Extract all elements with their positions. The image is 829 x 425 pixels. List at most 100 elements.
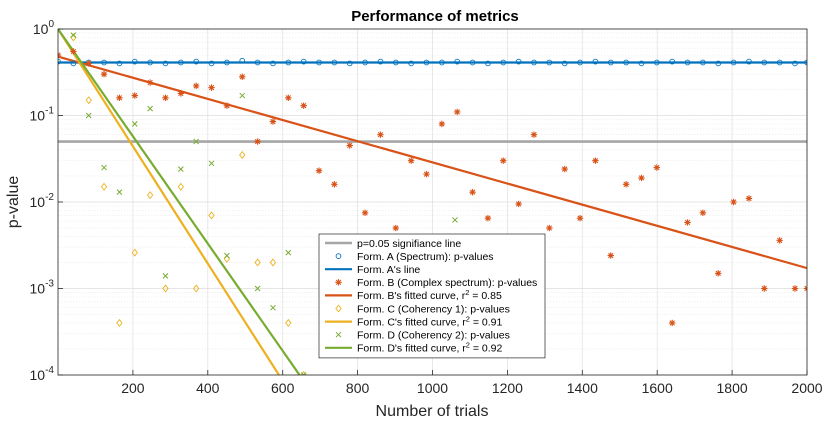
x-tick-label: 1400 (567, 380, 598, 396)
data-point (439, 59, 445, 66)
data-point (715, 60, 722, 67)
data-point (530, 131, 538, 138)
data-point (484, 214, 492, 222)
legend-label: Form. B's fitted curve, r2 = 0.85 (357, 288, 502, 302)
data-point (162, 284, 169, 293)
legend-label: Form. C's fitted curve, r2 = 0.91 (357, 314, 503, 328)
data-point (101, 59, 107, 66)
legend-label: Form. C (Coherency 1): p-values (357, 303, 510, 315)
legend-swatch (335, 331, 342, 338)
data-point (269, 118, 277, 125)
data-point (254, 59, 261, 66)
data-point (177, 182, 185, 191)
data-point (653, 59, 660, 66)
data-point (285, 94, 292, 102)
data-point (147, 105, 153, 112)
data-point (607, 252, 614, 259)
data-point (285, 249, 292, 256)
data-point (85, 112, 92, 119)
legend-swatch (335, 279, 342, 286)
data-point (208, 160, 215, 167)
data-point (300, 58, 307, 65)
data-point (162, 60, 169, 67)
data-point (239, 92, 246, 99)
data-point (162, 94, 169, 102)
legend-swatch (335, 304, 342, 313)
y-axis-label: p-value (5, 176, 22, 229)
data-point (454, 58, 461, 65)
data-point (100, 182, 108, 191)
data-point (146, 79, 154, 86)
data-point (177, 166, 184, 172)
data-point (423, 59, 430, 66)
data-point (131, 121, 138, 127)
data-point (469, 188, 476, 196)
data-point (745, 195, 753, 202)
data-point (346, 60, 353, 67)
legend-label: Form. D's fitted curve, r2 = 0.92 (357, 341, 503, 355)
y-tick-label: 10-3 (30, 279, 55, 297)
legend-entry: Form. D (Coherency 2): p-values (335, 330, 510, 342)
data-point (131, 58, 138, 65)
data-point (684, 219, 691, 226)
data-point (131, 248, 138, 257)
legend-entry: Form. A (Spectrum): p-values (335, 251, 494, 263)
data-point (500, 59, 507, 66)
y-tick-label: 10-2 (30, 192, 55, 210)
data-point (270, 304, 276, 311)
data-point (622, 181, 630, 188)
data-point (270, 60, 276, 67)
data-point (116, 318, 123, 327)
series-line (58, 29, 280, 375)
x-tick-label: 600 (271, 380, 295, 396)
data-point (224, 59, 230, 66)
data-point (177, 59, 184, 66)
data-point (392, 224, 399, 232)
data-point (146, 191, 154, 200)
data-point (193, 138, 200, 145)
data-point (254, 285, 261, 292)
data-point (101, 164, 107, 171)
legend-entry: Form. B's fitted curve, r2 = 0.85 (325, 288, 502, 302)
y-tick-label: 100 (33, 19, 55, 37)
data-point (452, 217, 458, 223)
data-point (407, 157, 415, 164)
data-point (162, 273, 169, 279)
data-point (285, 318, 292, 327)
data-point (316, 59, 322, 66)
data-point (331, 181, 338, 188)
data-point (423, 170, 430, 178)
data-point (700, 59, 706, 66)
data-point (193, 58, 200, 65)
x-tick-label: 2000 (791, 380, 822, 396)
legend-entry: Form. A's line (325, 264, 420, 276)
x-tick-label: 800 (346, 380, 370, 396)
data-point (315, 167, 323, 174)
series-form-c-s-fitted-curve (58, 29, 280, 375)
data-point (669, 58, 676, 65)
data-point (70, 60, 77, 67)
data-point (515, 200, 522, 208)
legend-entry: Form. C (Coherency 1): p-values (335, 303, 510, 315)
data-point (346, 142, 353, 149)
data-point (58, 58, 61, 65)
data-point (607, 59, 614, 66)
data-point (116, 94, 123, 102)
data-point (254, 258, 261, 267)
data-point (592, 58, 599, 65)
data-point (239, 73, 246, 81)
data-point (546, 224, 553, 232)
data-point (361, 209, 369, 217)
data-point (638, 174, 645, 182)
x-axis-label: Number of trials (376, 403, 489, 420)
data-point (576, 214, 584, 222)
x-tick-label: 400 (196, 380, 220, 396)
data-point (546, 59, 553, 66)
data-point (239, 57, 246, 64)
x-tick-label: 1000 (417, 380, 448, 396)
legend-swatch (335, 253, 342, 259)
series-form-a-spectrum-p-values (58, 57, 807, 67)
data-point (776, 59, 783, 66)
data-point (684, 59, 691, 66)
